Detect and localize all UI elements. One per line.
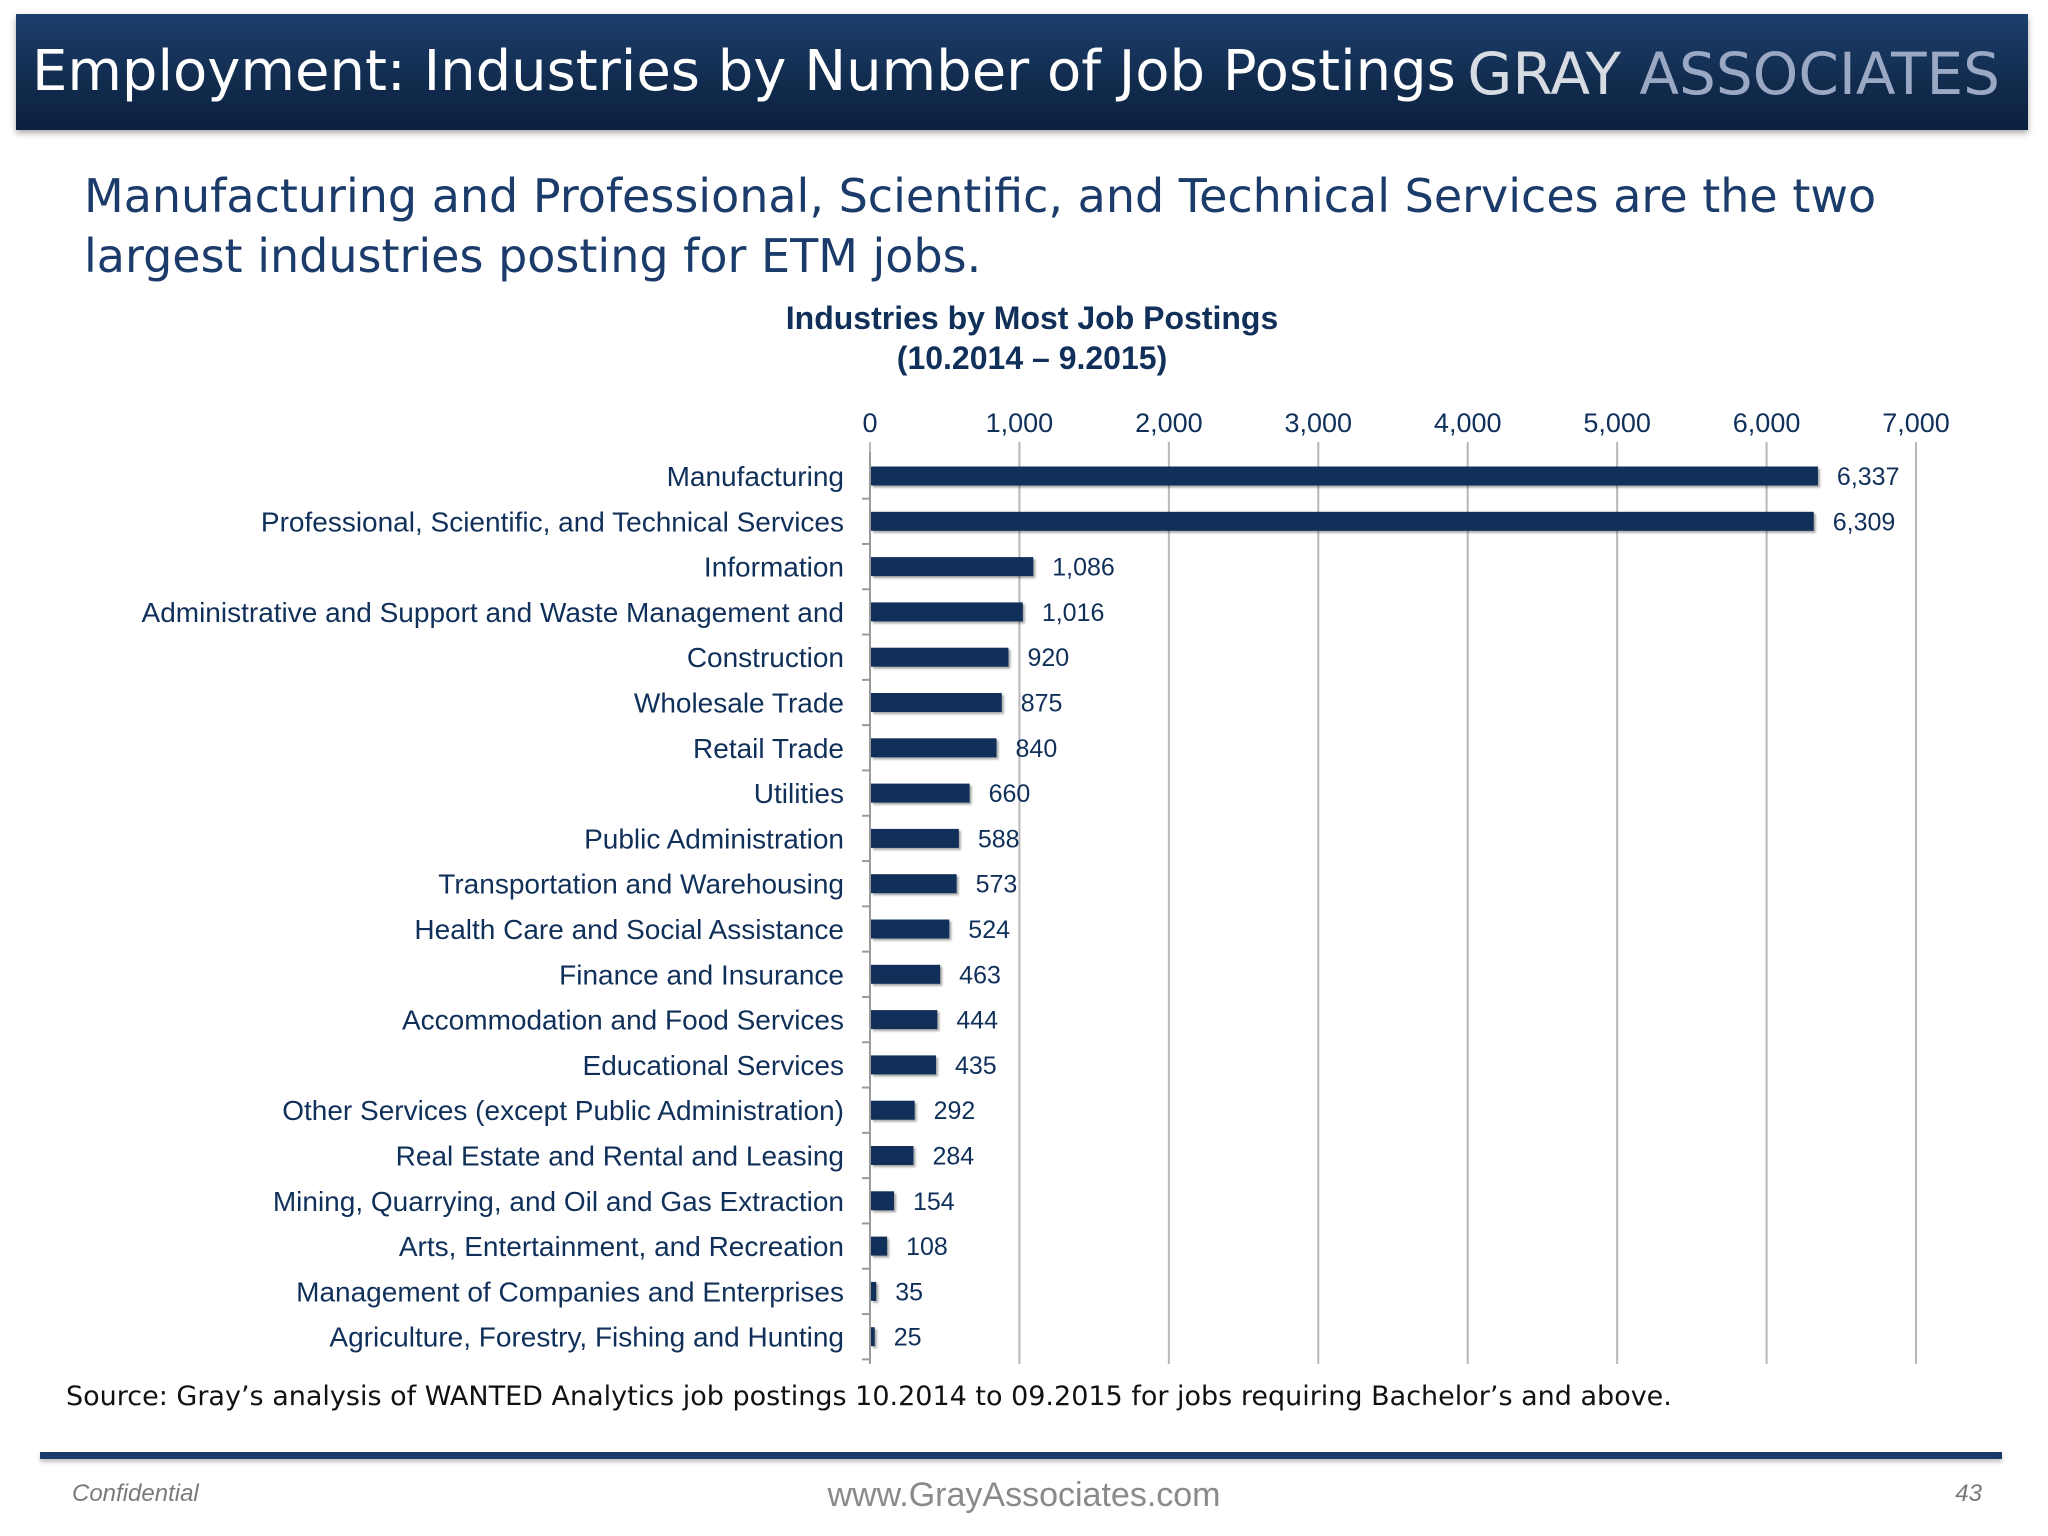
category-label: Agriculture, Forestry, Fishing and Hunti… (329, 1322, 844, 1353)
slide-subheadline: Manufacturing and Professional, Scientif… (84, 169, 1877, 283)
bar (871, 1100, 915, 1120)
category-label: Transportation and Warehousing (438, 869, 844, 900)
x-tick-label: 2,000 (1135, 408, 1203, 438)
value-label: 435 (955, 1052, 997, 1080)
bar (871, 647, 1009, 667)
value-label: 284 (932, 1143, 974, 1171)
value-label: 35 (895, 1278, 923, 1306)
x-tick-label: 4,000 (1434, 408, 1502, 438)
value-label: 25 (894, 1324, 922, 1352)
category-label: Finance and Insurance (559, 959, 844, 990)
category-label: Retail Trade (693, 733, 844, 764)
category-label: Administrative and Support and Waste Man… (142, 597, 844, 628)
category-label: Educational Services (583, 1050, 844, 1081)
footer-divider (40, 1452, 2002, 1459)
x-tick-label: 6,000 (1733, 408, 1801, 438)
logo-word-associates: ASSOCIATES (1639, 40, 2000, 108)
value-label: 292 (934, 1097, 976, 1125)
bar (871, 828, 959, 848)
category-label: Public Administration (584, 823, 844, 854)
value-label: 6,337 (1837, 463, 1900, 491)
slide-header-bar: Employment: Industries by Number of Job … (16, 14, 2028, 130)
confidential-label: Confidential (72, 1480, 199, 1507)
value-label: 840 (1016, 735, 1058, 763)
category-label: Mining, Quarrying, and Oil and Gas Extra… (273, 1186, 844, 1217)
bar (871, 1146, 914, 1165)
value-label: 463 (959, 961, 1001, 989)
bar (871, 738, 997, 758)
value-label: 108 (906, 1233, 948, 1261)
value-label: 573 (976, 871, 1018, 899)
bar (871, 466, 1818, 486)
category-label: Arts, Entertainment, and Recreation (399, 1231, 844, 1262)
category-label: Manufacturing (667, 461, 844, 492)
bar (871, 1327, 875, 1347)
x-tick-label: 7,000 (1882, 408, 1950, 438)
bar (871, 783, 970, 803)
source-note: Source: Gray’s analysis of WANTED Analyt… (66, 1381, 1672, 1412)
value-label: 524 (968, 916, 1010, 944)
x-tick-label: 1,000 (986, 408, 1054, 438)
value-label: 920 (1027, 644, 1069, 672)
chart-title-line-1: Industries by Most Job Postings (785, 300, 1279, 336)
value-label: 6,309 (1833, 508, 1896, 536)
website-url: www.GrayAssociates.com (827, 1476, 1221, 1514)
bar (871, 1236, 888, 1256)
page-number: 43 (1955, 1480, 1982, 1507)
category-label: Construction (687, 642, 844, 673)
logo-word-gray: GRAY (1467, 40, 1621, 108)
category-label: Utilities (754, 778, 844, 809)
bar (871, 557, 1034, 577)
category-label: Professional, Scientific, and Technical … (261, 506, 844, 537)
bar (871, 964, 941, 984)
bar (871, 511, 1814, 531)
bar (871, 693, 1002, 712)
bar (871, 1191, 895, 1211)
chart-title: Industries by Most Job Postings (10.2014… (732, 298, 1332, 378)
bar (871, 919, 950, 939)
slide-title: Employment: Industries by Number of Job … (32, 39, 1456, 104)
category-label: Information (704, 552, 844, 583)
gray-associates-logo: GRAY ASSOCIATES (1467, 32, 2000, 116)
value-label: 875 (1021, 690, 1063, 718)
category-label: Management of Companies and Enterprises (296, 1276, 844, 1307)
value-label: 588 (978, 825, 1020, 853)
x-tick-label: 3,000 (1284, 408, 1352, 438)
bar (871, 1281, 877, 1301)
category-label: Accommodation and Food Services (402, 1005, 844, 1036)
value-label: 660 (989, 780, 1031, 808)
category-label: Health Care and Social Assistance (414, 914, 844, 945)
bar (871, 874, 957, 894)
bar (871, 602, 1023, 622)
bar (871, 1010, 938, 1030)
x-tick-label: 5,000 (1583, 408, 1651, 438)
category-label: Other Services (except Public Administra… (282, 1095, 844, 1126)
value-label: 1,086 (1052, 554, 1115, 582)
chart-title-line-2: (10.2014 – 9.2015) (896, 340, 1168, 376)
category-label: Real Estate and Rental and Leasing (396, 1141, 844, 1172)
value-label: 444 (956, 1007, 998, 1035)
category-label: Wholesale Trade (634, 688, 844, 719)
bar (871, 1055, 937, 1075)
value-label: 154 (913, 1188, 955, 1216)
value-label: 1,016 (1042, 599, 1105, 627)
x-tick-label: 0 (862, 408, 877, 438)
